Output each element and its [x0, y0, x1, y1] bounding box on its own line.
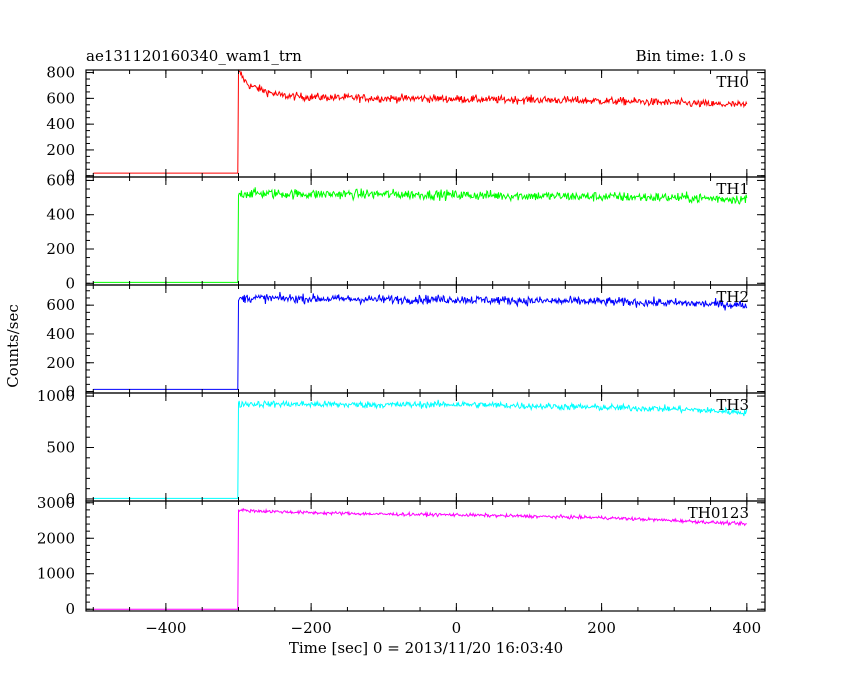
y-tick-label: 400 [46, 115, 75, 133]
panel-th2: 0 200 400 600 TH2 [46, 284, 766, 401]
x-tick-label: −200 [291, 619, 332, 637]
panel-label-th1: TH1 [716, 180, 749, 198]
panels: 0 200 400 600 800 TH0 0 200 400 600 TH1 0 200 400 600 T… [37, 64, 766, 637]
x-tick-label: −400 [145, 619, 186, 637]
panel-label-th3: TH3 [716, 396, 749, 414]
x-tick-label: 0 [452, 619, 462, 637]
y-tick-label: 0 [65, 600, 75, 618]
y-tick-label: 0 [65, 274, 75, 292]
panel-frame [85, 500, 766, 612]
y-tick-label: 1000 [37, 565, 75, 583]
y-tick-label: 500 [46, 439, 75, 457]
y-tick-label: 800 [46, 64, 75, 82]
x-tick-label: 200 [587, 619, 616, 637]
panel-th1: 0 200 400 600 TH1 [46, 171, 766, 292]
bin-time-label: Bin time: 1.0 s [636, 47, 746, 65]
panel-label-th2: TH2 [716, 288, 749, 306]
panel-label-th0123: TH0123 [688, 504, 749, 522]
x-tick-label: 400 [733, 619, 762, 637]
panel-label-th0: TH0 [716, 73, 749, 91]
y-tick-label: 0 [65, 167, 75, 185]
y-tick-label: 400 [46, 206, 75, 224]
y-tick-label: 0 [65, 490, 75, 508]
panel-th0123: 0 1000 2000 3000 TH0123 [37, 494, 766, 618]
y-axis-title: Counts/sec [4, 304, 22, 388]
chart-title: ae131120160340_wam1_trn [86, 47, 302, 65]
y-tick-label: 0 [65, 383, 75, 401]
y-tick-label: 600 [46, 296, 75, 314]
x-axis-title: Time [sec] 0 = 2013/11/20 16:03:40 [289, 639, 563, 657]
y-tick-label: 200 [46, 141, 75, 159]
y-tick-label: 200 [46, 240, 75, 258]
y-tick-label: 3000 [37, 494, 75, 512]
y-tick-label: 1000 [37, 387, 75, 405]
y-tick-label: 400 [46, 325, 75, 343]
panel-th3: 0 500 1000 TH3 [37, 387, 766, 508]
y-tick-label: 600 [46, 171, 75, 189]
y-tick-label: 200 [46, 354, 75, 372]
y-tick-label: 600 [46, 89, 75, 107]
y-tick-label: 2000 [37, 529, 75, 547]
